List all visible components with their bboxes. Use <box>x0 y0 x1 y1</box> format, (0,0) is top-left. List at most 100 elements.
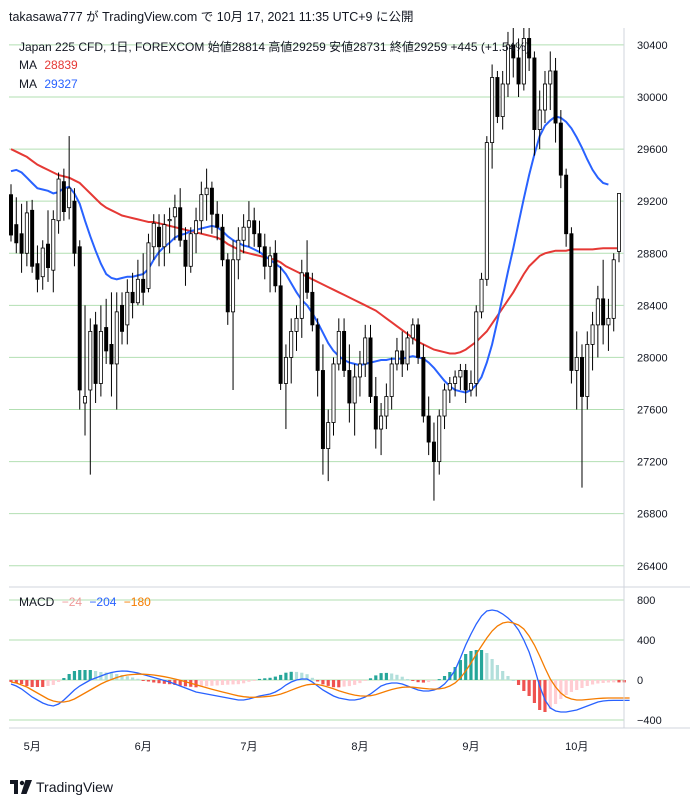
candle <box>252 207 257 247</box>
candle <box>379 403 384 456</box>
candle-body <box>183 239 188 267</box>
macd-hist-bar <box>62 678 66 680</box>
candle <box>500 70 505 130</box>
macd-hist-bar <box>178 680 182 686</box>
candle <box>490 64 495 169</box>
macd-hist-bar <box>273 676 277 680</box>
macd-hist-bar <box>522 680 526 691</box>
candle-body <box>241 226 246 241</box>
macd-hist-bar <box>458 660 462 680</box>
candle-body <box>151 222 156 248</box>
macd-hist-bar <box>46 680 50 686</box>
candle <box>204 168 209 221</box>
footer-brand[interactable]: TradingView <box>36 779 114 795</box>
ma-slow-layer <box>10 148 619 355</box>
candle <box>569 227 574 384</box>
candle <box>188 227 193 273</box>
macd-hist-bar <box>474 650 478 680</box>
macd-hist-bar <box>35 680 40 687</box>
candle-body <box>194 220 199 235</box>
candle-body <box>564 174 569 235</box>
price-tick-label: 27200 <box>637 457 668 469</box>
candle-body <box>537 109 542 130</box>
macd-hist-bar <box>136 678 140 680</box>
candle <box>220 214 225 267</box>
time-tick-label: 9月 <box>462 741 479 753</box>
candle-body <box>283 357 288 384</box>
macd-hist-bar <box>125 676 129 680</box>
candle <box>305 240 310 299</box>
candle <box>225 253 230 325</box>
macd-hist-bar <box>56 680 61 682</box>
ma-fast-value: 28839 <box>44 58 78 72</box>
macd-hist-bar <box>543 680 547 712</box>
candle <box>320 344 325 475</box>
candle-body <box>98 330 103 384</box>
macd-hist-bar <box>585 680 589 686</box>
candle-body <box>72 200 77 254</box>
macd-hist-bar <box>220 680 225 685</box>
candle <box>310 272 315 332</box>
macd-hist-bar <box>564 680 568 695</box>
candle-body <box>553 70 558 124</box>
candle-body <box>40 247 45 278</box>
candle <box>77 240 82 410</box>
candle-body <box>558 122 563 176</box>
candle-body <box>236 239 241 261</box>
candle-body <box>262 246 267 267</box>
macd-hist-bar <box>538 680 542 710</box>
macd-hist-bar <box>342 680 346 687</box>
candle-body <box>500 83 505 117</box>
chart-canvas[interactable]: 30400 30000 29600 29200 28800 28400 28000 27600… <box>9 25 690 764</box>
macd-hist-bar <box>252 680 256 681</box>
candle-body <box>601 298 606 326</box>
chart-area[interactable]: 30400 30000 29600 29200 28800 28400 28000 27600… <box>9 25 690 764</box>
candle <box>611 253 616 332</box>
candle <box>505 31 510 98</box>
candle-body <box>125 291 130 326</box>
candle-body <box>405 337 410 365</box>
macd-hist-bar <box>347 680 351 687</box>
candle <box>135 259 140 306</box>
macd-hist-bar <box>215 680 219 686</box>
macd-hist-bar <box>506 676 510 680</box>
candle <box>553 57 558 143</box>
candle <box>516 38 521 98</box>
macd-hist-bar <box>316 680 320 682</box>
macd-hist-bar <box>78 670 82 680</box>
candle-body <box>252 220 257 235</box>
candle-body <box>178 207 183 241</box>
candle <box>273 240 278 293</box>
candle-body <box>617 193 621 252</box>
candle <box>537 90 542 150</box>
macd-hist-bar <box>448 672 452 680</box>
macd-hist-bar <box>411 680 415 681</box>
tradingview-logo-icon[interactable] <box>10 780 32 794</box>
candle <box>35 245 40 293</box>
candle-body <box>320 370 325 449</box>
candle-body <box>373 396 378 430</box>
candle-body <box>458 370 463 378</box>
ma-fast-legend: MA 28839 <box>19 58 82 72</box>
macd-hist-bar <box>331 680 336 688</box>
candle <box>246 201 251 247</box>
candle <box>352 363 357 436</box>
candle <box>484 136 489 286</box>
candle <box>442 383 447 430</box>
candle-body <box>490 77 495 143</box>
candle <box>548 51 553 111</box>
macd-hist-bar <box>284 672 288 680</box>
candle-body <box>453 376 458 384</box>
candle-body <box>585 344 590 397</box>
candle <box>61 168 66 221</box>
macd-hist-bar <box>368 678 373 680</box>
ma-blue-line <box>10 115 609 394</box>
candle <box>130 272 135 319</box>
macd-hist-bar <box>305 674 309 680</box>
time-tick-label: 7月 <box>240 741 257 753</box>
macd-hist-bar <box>279 674 283 680</box>
candle-body <box>104 327 109 352</box>
macd-hist-bar <box>601 680 605 683</box>
candle <box>416 318 421 364</box>
macd-hist-bar <box>559 680 563 699</box>
